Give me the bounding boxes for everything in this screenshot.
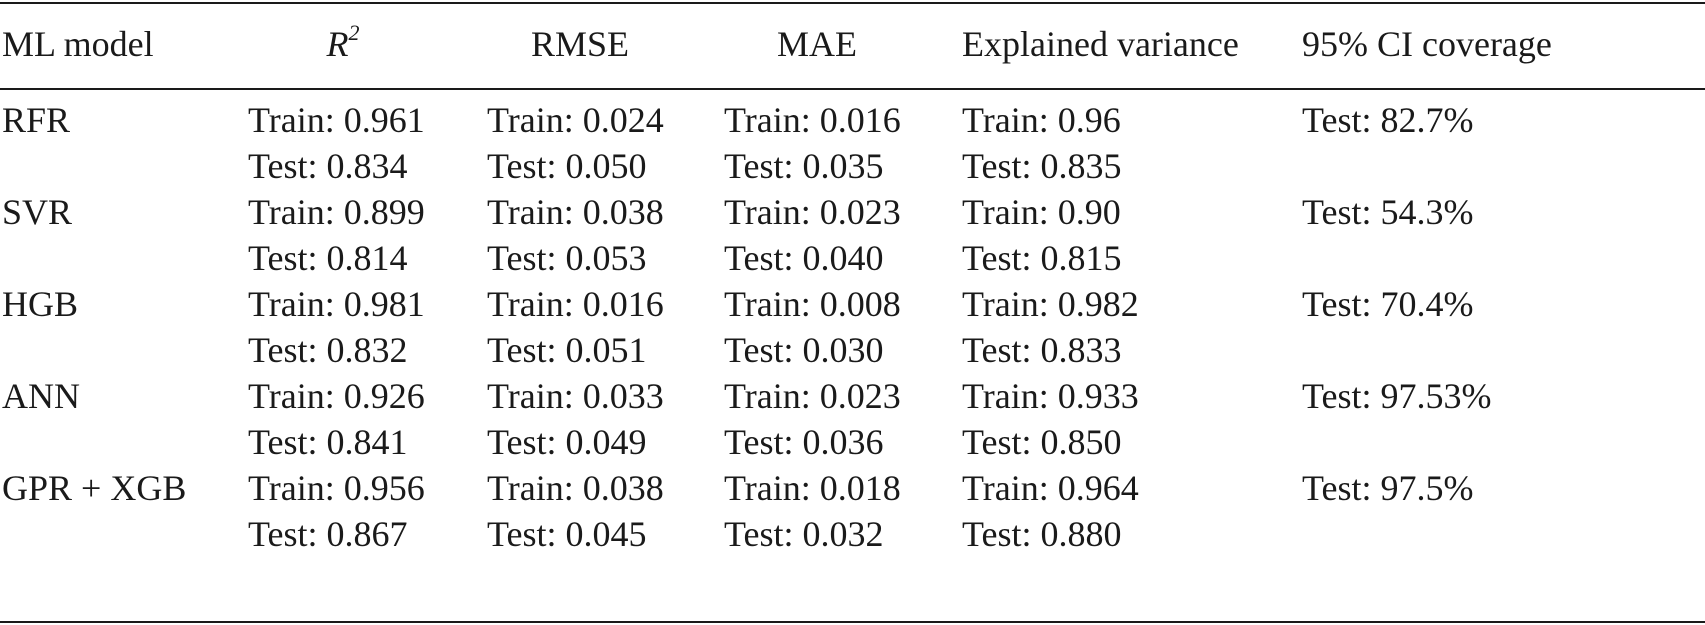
ev-test: Test: 0.815 xyxy=(962,238,1122,278)
explained-variance-cell: Train: 0.982 Test: 0.833 xyxy=(962,282,1139,374)
rmse-cell: Train: 0.016 Test: 0.051 xyxy=(487,282,664,374)
header-ci-coverage: 95% CI coverage xyxy=(1302,24,1552,64)
r2-cell: Train: 0.899 Test: 0.814 xyxy=(248,190,425,282)
table-row: RFR Train: 0.961 Test: 0.834 Train: 0.02… xyxy=(0,98,1705,198)
rmse-cell: Train: 0.038 Test: 0.045 xyxy=(487,466,664,558)
ci-coverage-cell: Test: 97.5% xyxy=(1302,468,1474,508)
header-r2-exponent: 2 xyxy=(348,20,360,45)
r2-test: Test: 0.841 xyxy=(248,422,408,462)
r2-cell: Train: 0.981 Test: 0.832 xyxy=(248,282,425,374)
r2-cell: Train: 0.961 Test: 0.834 xyxy=(248,98,425,190)
ci-coverage-cell: Test: 54.3% xyxy=(1302,192,1474,232)
mae-cell: Train: 0.018 Test: 0.032 xyxy=(724,466,901,558)
mae-train: Train: 0.023 xyxy=(724,192,901,232)
rmse-test: Test: 0.050 xyxy=(487,146,647,186)
header-rule xyxy=(0,88,1705,90)
ev-test: Test: 0.850 xyxy=(962,422,1122,462)
rmse-train: Train: 0.016 xyxy=(487,284,664,324)
r2-train: Train: 0.981 xyxy=(248,284,425,324)
header-r2: R2 xyxy=(327,22,360,66)
mae-cell: Train: 0.008 Test: 0.030 xyxy=(724,282,901,374)
table-row: SVR Train: 0.899 Test: 0.814 Train: 0.03… xyxy=(0,190,1705,290)
table-row: HGB Train: 0.981 Test: 0.832 Train: 0.01… xyxy=(0,282,1705,382)
header-mae: MAE xyxy=(777,24,857,64)
r2-train: Train: 0.956 xyxy=(248,468,425,508)
mae-test: Test: 0.036 xyxy=(724,422,884,462)
model-name: RFR xyxy=(2,100,71,140)
header-explained-variance: Explained variance xyxy=(962,24,1239,64)
mae-train: Train: 0.016 xyxy=(724,100,901,140)
ci-coverage-cell: Test: 97.53% xyxy=(1302,376,1492,416)
mae-test: Test: 0.030 xyxy=(724,330,884,370)
r2-train: Train: 0.926 xyxy=(248,376,425,416)
r2-test: Test: 0.832 xyxy=(248,330,408,370)
mae-test: Test: 0.035 xyxy=(724,146,884,186)
model-name: GPR + XGB xyxy=(2,468,187,508)
r2-test: Test: 0.814 xyxy=(248,238,408,278)
rmse-cell: Train: 0.033 Test: 0.049 xyxy=(487,374,664,466)
r2-cell: Train: 0.926 Test: 0.841 xyxy=(248,374,425,466)
model-name: HGB xyxy=(2,284,79,324)
ci-coverage-cell: Test: 70.4% xyxy=(1302,284,1474,324)
ev-train: Train: 0.933 xyxy=(962,376,1139,416)
table-row: ANN Train: 0.926 Test: 0.841 Train: 0.03… xyxy=(0,374,1705,474)
explained-variance-cell: Train: 0.964 Test: 0.880 xyxy=(962,466,1139,558)
rmse-test: Test: 0.053 xyxy=(487,238,647,278)
r2-test: Test: 0.834 xyxy=(248,146,408,186)
table-top-rule xyxy=(0,2,1705,4)
rmse-test: Test: 0.049 xyxy=(487,422,647,462)
rmse-test: Test: 0.045 xyxy=(487,514,647,554)
mae-train: Train: 0.023 xyxy=(724,376,901,416)
mae-train: Train: 0.018 xyxy=(724,468,901,508)
model-name: ANN xyxy=(2,376,80,416)
mae-test: Test: 0.032 xyxy=(724,514,884,554)
header-ml-model: ML model xyxy=(2,24,154,64)
rmse-train: Train: 0.038 xyxy=(487,192,664,232)
header-rmse: RMSE xyxy=(530,24,630,64)
model-name: SVR xyxy=(2,192,73,232)
rmse-test: Test: 0.051 xyxy=(487,330,647,370)
table-bottom-rule xyxy=(0,621,1705,623)
rmse-cell: Train: 0.024 Test: 0.050 xyxy=(487,98,664,190)
ci-coverage-cell: Test: 82.7% xyxy=(1302,100,1474,140)
header-r2-base: R xyxy=(326,24,349,64)
explained-variance-cell: Train: 0.90 Test: 0.815 xyxy=(962,190,1121,282)
mae-test: Test: 0.040 xyxy=(724,238,884,278)
ev-test: Test: 0.880 xyxy=(962,514,1122,554)
mae-cell: Train: 0.023 Test: 0.040 xyxy=(724,190,901,282)
table-row: GPR + XGB Train: 0.956 Test: 0.867 Train… xyxy=(0,466,1705,566)
rmse-train: Train: 0.038 xyxy=(487,468,664,508)
mae-train: Train: 0.008 xyxy=(724,284,901,324)
mae-cell: Train: 0.016 Test: 0.035 xyxy=(724,98,901,190)
mae-cell: Train: 0.023 Test: 0.036 xyxy=(724,374,901,466)
r2-train: Train: 0.961 xyxy=(248,100,425,140)
explained-variance-cell: Train: 0.96 Test: 0.835 xyxy=(962,98,1121,190)
rmse-train: Train: 0.033 xyxy=(487,376,664,416)
ev-test: Test: 0.835 xyxy=(962,146,1122,186)
rmse-cell: Train: 0.038 Test: 0.053 xyxy=(487,190,664,282)
rmse-train: Train: 0.024 xyxy=(487,100,664,140)
r2-test: Test: 0.867 xyxy=(248,514,408,554)
ev-train: Train: 0.90 xyxy=(962,192,1121,232)
r2-cell: Train: 0.956 Test: 0.867 xyxy=(248,466,425,558)
ev-train: Train: 0.964 xyxy=(962,468,1139,508)
explained-variance-cell: Train: 0.933 Test: 0.850 xyxy=(962,374,1139,466)
ev-test: Test: 0.833 xyxy=(962,330,1122,370)
ev-train: Train: 0.96 xyxy=(962,100,1121,140)
ev-train: Train: 0.982 xyxy=(962,284,1139,324)
r2-train: Train: 0.899 xyxy=(248,192,425,232)
